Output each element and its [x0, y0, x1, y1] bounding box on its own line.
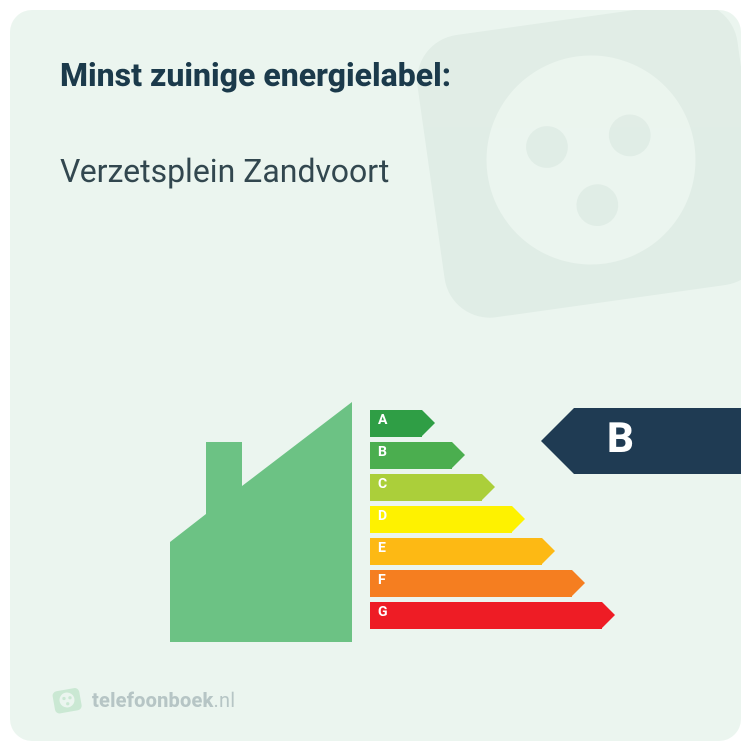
bar-letter: C: [378, 476, 387, 492]
bar-letter: E: [378, 540, 386, 556]
bar-letter: B: [378, 444, 387, 460]
bar-body: [370, 506, 512, 533]
selected-label-badge: B: [541, 408, 741, 474]
footer: telefoonboek.nl: [52, 685, 235, 715]
card-title: Minst zuinige energielabel:: [60, 56, 691, 94]
bar-letter: G: [378, 604, 388, 620]
bar-body: [370, 538, 542, 565]
badge-arrow: [541, 408, 574, 474]
bar-body: [370, 570, 572, 597]
bar-arrow: [512, 506, 525, 532]
bar-body: [370, 602, 602, 629]
bar-letter: D: [378, 508, 387, 524]
brand-sticker-icon: [52, 685, 82, 715]
badge-letter: B: [607, 414, 634, 463]
bar-letter: F: [378, 572, 386, 588]
card-subtitle: Verzetsplein Zandvoort: [60, 152, 691, 190]
bar-letter: A: [378, 412, 387, 428]
brand-text: telefoonboek.nl: [92, 688, 235, 712]
badge-body: [574, 408, 741, 474]
bar-arrow: [542, 538, 555, 564]
brand-bold: telefoonboek: [92, 688, 214, 712]
bar-arrow: [422, 410, 435, 436]
bar-arrow: [602, 602, 615, 628]
bar-arrow: [482, 474, 495, 500]
bar-arrow: [452, 442, 465, 468]
brand-light: .nl: [214, 688, 236, 712]
house-icon: [152, 402, 352, 642]
bar-arrow: [572, 570, 585, 596]
info-card: Minst zuinige energielabel: Verzetsplein…: [10, 10, 741, 741]
